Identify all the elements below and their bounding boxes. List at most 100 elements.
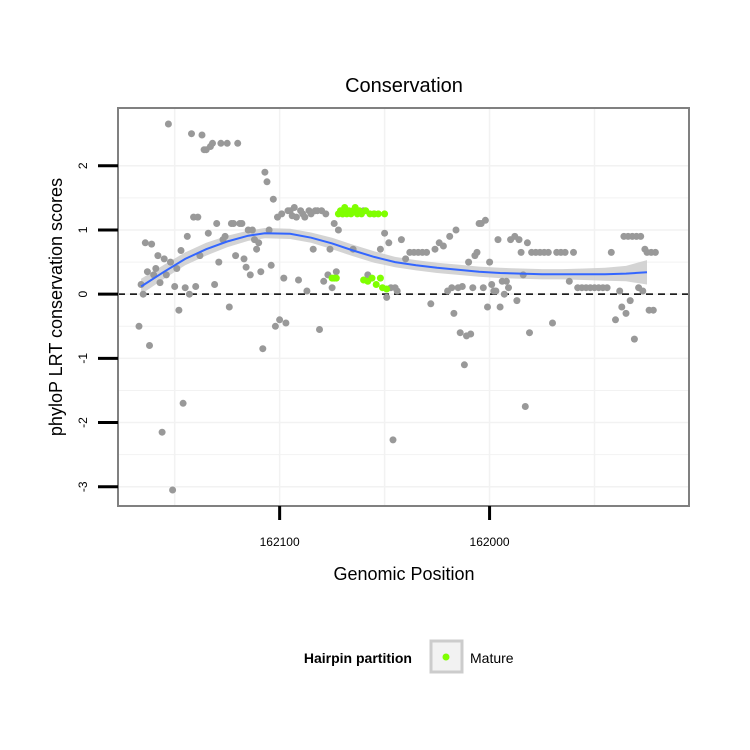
data-point — [234, 139, 242, 147]
data-point — [603, 284, 611, 292]
data-point — [280, 274, 288, 282]
data-point — [607, 248, 615, 256]
data-point — [240, 255, 248, 263]
data-point — [158, 428, 166, 436]
data-point — [481, 216, 489, 224]
data-point — [402, 255, 410, 263]
data-point — [265, 226, 273, 234]
data-point — [561, 248, 569, 256]
data-point — [549, 319, 556, 327]
data-point-mature — [383, 285, 391, 293]
data-point — [330, 220, 338, 227]
data-point-mature — [374, 210, 382, 218]
data-point — [261, 168, 269, 176]
data-point — [488, 281, 496, 288]
x-tick-label-162100: 162100 — [260, 535, 300, 549]
data-point — [513, 297, 521, 305]
data-point — [295, 276, 302, 284]
data-point — [500, 290, 508, 298]
data-point — [328, 284, 336, 292]
data-point — [376, 245, 384, 253]
data-point — [526, 329, 533, 337]
data-point — [230, 220, 237, 227]
data-point-mature — [368, 274, 376, 282]
legend-label-mature: Mature — [470, 650, 514, 666]
data-point — [246, 271, 254, 279]
data-point — [303, 287, 311, 295]
smooth-curve — [140, 232, 648, 288]
data-point — [427, 300, 435, 308]
data-point-mature — [332, 274, 340, 282]
data-point — [211, 281, 219, 288]
data-point — [505, 284, 512, 292]
data-point — [282, 319, 290, 327]
data-point-mature — [381, 210, 389, 218]
data-point — [167, 258, 174, 266]
data-point — [484, 303, 491, 311]
plot-panel — [117, 107, 690, 507]
data-point — [267, 261, 275, 269]
y-tick-label-2: 2 — [76, 162, 90, 169]
smooth-curve-layer — [140, 232, 648, 288]
data-point — [637, 232, 645, 240]
data-point — [517, 248, 525, 256]
data-point — [326, 245, 334, 253]
data-point — [452, 226, 460, 234]
data-point-mature — [376, 274, 384, 282]
data-point — [309, 245, 317, 253]
data-point — [385, 239, 393, 247]
data-point — [465, 258, 473, 266]
data-point — [622, 309, 630, 317]
data-point — [217, 139, 225, 147]
data-point — [456, 329, 464, 337]
data-point — [492, 287, 500, 295]
legend: Hairpin partition Mature — [304, 639, 514, 674]
series-mature-points — [328, 204, 391, 293]
data-point — [479, 284, 487, 292]
data-point — [626, 297, 634, 305]
data-point — [198, 131, 206, 139]
data-point — [225, 303, 233, 311]
data-point — [523, 239, 531, 247]
data-point — [135, 322, 143, 330]
legend-title: Hairpin partition — [304, 650, 412, 666]
data-point — [450, 309, 458, 317]
data-point — [209, 139, 216, 147]
x-axis: 162100 162000 — [260, 506, 510, 549]
data-point — [544, 248, 552, 256]
data-point — [332, 268, 340, 276]
data-point — [496, 303, 504, 311]
grid-lines — [118, 108, 689, 506]
data-point — [139, 290, 147, 298]
data-point — [276, 316, 284, 324]
data-point — [519, 271, 527, 279]
data-point — [486, 258, 494, 266]
data-point — [467, 330, 475, 338]
legend-key-mature-dot — [442, 653, 450, 661]
data-point — [188, 130, 195, 138]
points-layer — [135, 120, 659, 494]
data-point — [181, 284, 189, 292]
data-point — [460, 361, 468, 369]
data-point — [192, 283, 200, 290]
data-point — [141, 239, 149, 247]
data-point — [502, 277, 510, 285]
data-point — [204, 229, 212, 237]
data-point — [639, 287, 647, 295]
data-point — [423, 248, 431, 256]
data-point — [290, 204, 298, 211]
y-tick-label--1: -1 — [76, 353, 90, 364]
data-point — [446, 232, 454, 240]
data-point — [565, 277, 573, 285]
data-point — [322, 210, 330, 218]
data-point — [570, 248, 577, 256]
y-tick-label-1: 1 — [76, 226, 90, 233]
data-point — [649, 306, 657, 314]
data-point — [253, 245, 261, 253]
data-point — [156, 279, 164, 287]
data-point — [651, 248, 659, 256]
panel-border — [117, 107, 690, 507]
data-point — [271, 322, 279, 330]
y-tick-label-0: 0 — [76, 291, 90, 298]
